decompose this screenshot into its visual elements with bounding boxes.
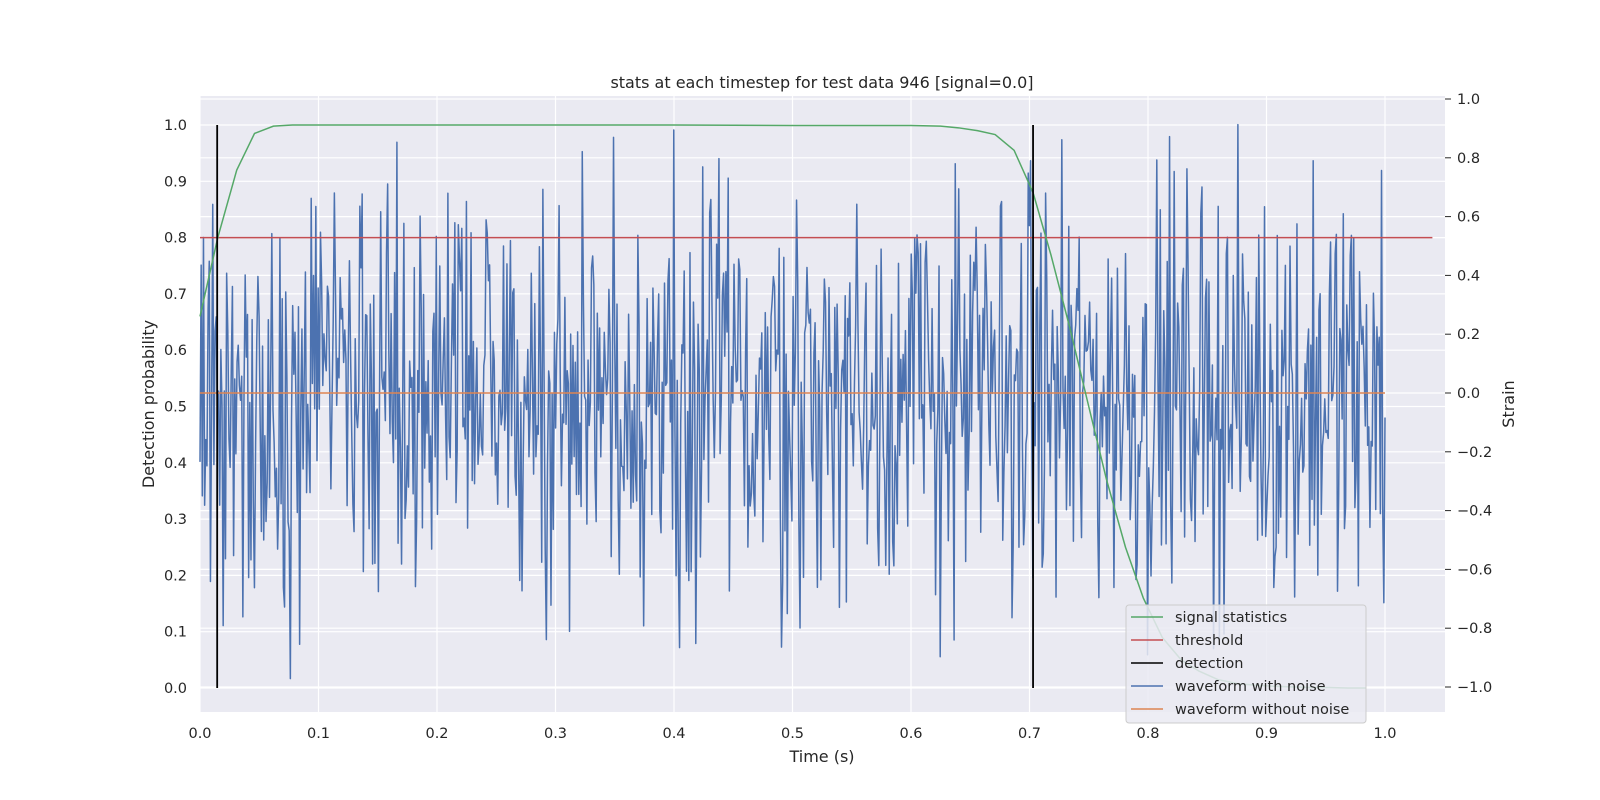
x-tick-label: 0.4 (662, 726, 685, 742)
y-axis-label: Detection probability (139, 320, 158, 488)
x-tick-label: 0.8 (1136, 726, 1159, 742)
y2-axis-label: Strain (1499, 380, 1518, 427)
legend-label-detection: detection (1175, 656, 1243, 672)
y-tick-label: 0.7 (164, 287, 187, 303)
x-tick-label: 0.2 (425, 726, 448, 742)
x-tick-label: 0.3 (544, 726, 567, 742)
x-tick-label: 0.0 (188, 726, 211, 742)
y-tick-label: 0.4 (164, 456, 187, 472)
x-tick-label: 0.9 (1255, 726, 1278, 742)
y-tick-label: 0.9 (164, 174, 187, 190)
y2-tick-label: −0.4 (1457, 504, 1492, 520)
x-tick-label: 0.6 (899, 726, 922, 742)
y2-tick-label: 0.4 (1457, 268, 1480, 284)
y-tick-label: 0.5 (164, 400, 187, 416)
legend: signal statistics threshold detection wa… (1125, 604, 1367, 724)
y-tick-label: 1.0 (164, 118, 187, 134)
x-axis-ticks: 0.0 0.1 0.2 0.3 0.4 0.5 0.6 0.7 0.8 0.9 1.0 (188, 726, 1396, 742)
x-tick-label: 0.5 (781, 726, 804, 742)
y-tick-label: 0.1 (164, 625, 187, 641)
legend-box (1125, 604, 1367, 724)
y2-tick-label: 1.0 (1457, 92, 1480, 108)
y-tick-label: 0.3 (164, 512, 187, 528)
y2-tick-label: 0.2 (1457, 327, 1480, 343)
y2-tick-label: −0.6 (1457, 562, 1492, 578)
y-axis-ticks: 0.0 0.1 0.2 0.3 0.4 0.5 0.6 0.7 0.8 0.9 1.0 (164, 118, 187, 697)
legend-label-signal-statistics: signal statistics (1175, 610, 1287, 626)
y-tick-label: 0.8 (164, 231, 187, 247)
y2-tick-label: −0.2 (1457, 445, 1492, 461)
x-tick-label: 1.0 (1373, 726, 1396, 742)
y-tick-label: 0.0 (164, 681, 187, 697)
y2-tick-label: 0.0 (1457, 386, 1480, 402)
legend-label-waveform-with-noise: waveform with noise (1175, 679, 1326, 695)
y-tick-label: 0.6 (164, 343, 187, 359)
y2-tick-label: 0.8 (1457, 151, 1480, 167)
legend-label-waveform-without-noise: waveform without noise (1175, 702, 1349, 718)
y2-tick-label: 0.6 (1457, 210, 1480, 226)
x-axis-label: Time (s) (788, 747, 854, 766)
x-tick-label: 0.7 (1018, 726, 1041, 742)
legend-label-threshold: threshold (1175, 633, 1243, 649)
x-tick-label: 0.1 (307, 726, 330, 742)
waveform-with-noise-line (199, 123, 1386, 680)
y-tick-label: 0.2 (164, 568, 187, 584)
y2-tick-label: −1.0 (1457, 680, 1492, 696)
y2-tick-label: −0.8 (1457, 621, 1492, 637)
y2-axis-ticks: −1.0 −0.8 −0.6 −0.4 −0.2 0.0 0.2 0.4 0.6 0.8 1.0 (1445, 92, 1492, 696)
chart-title: stats at each timestep for test data 946… (610, 73, 1033, 92)
